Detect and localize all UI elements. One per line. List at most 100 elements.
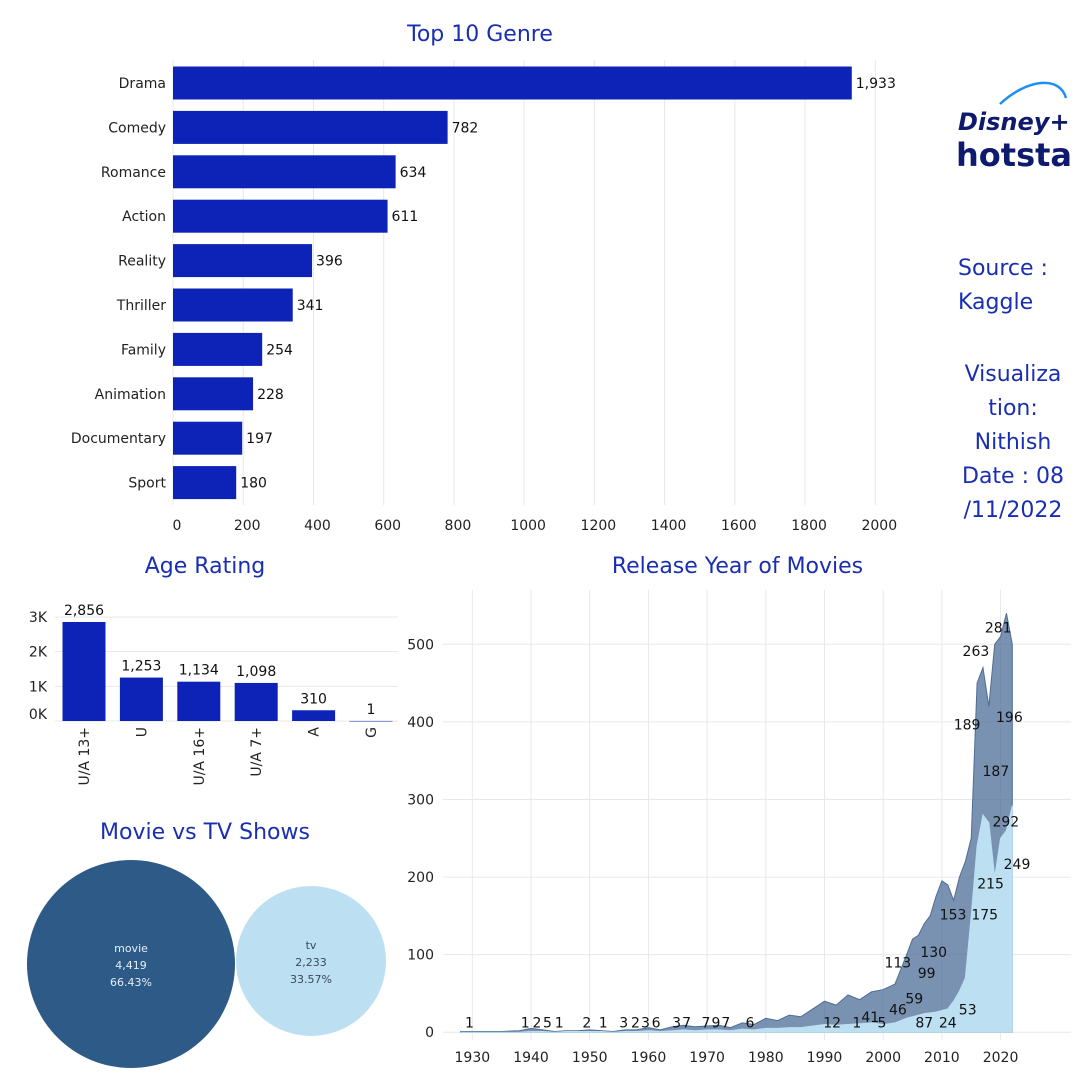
age-chart-title: Age Rating bbox=[144, 554, 266, 579]
bubble-name: tv bbox=[306, 939, 317, 952]
bar bbox=[234, 682, 278, 721]
value-label: 180 bbox=[240, 476, 267, 492]
bar bbox=[177, 681, 221, 721]
value-label: 1,253 bbox=[121, 659, 161, 675]
category-label: A bbox=[307, 727, 323, 737]
value-label: 7 bbox=[701, 1015, 710, 1031]
x-tick-label: 1800 bbox=[791, 518, 827, 534]
value-label: 1,098 bbox=[236, 664, 276, 680]
age-rating-chart: 0K 1K 2K 3K 2,856 U/A 13+ 1,253 U 1,134 U/A 16+ 1,… bbox=[29, 603, 398, 786]
category-label: Family bbox=[121, 342, 166, 358]
bubble-percent: 33.57% bbox=[290, 973, 332, 986]
x-tick-label: 0 bbox=[173, 518, 182, 534]
value-label: 5 bbox=[543, 1015, 552, 1031]
value-label: 5 bbox=[878, 1015, 887, 1031]
value-label: 87 bbox=[915, 1015, 933, 1031]
bar bbox=[173, 377, 254, 411]
value-label: 3 bbox=[672, 1015, 681, 1031]
value-label: 254 bbox=[266, 342, 293, 358]
bar bbox=[173, 466, 237, 500]
x-tick-label: 1960 bbox=[631, 1050, 667, 1066]
value-label: 6 bbox=[745, 1015, 754, 1031]
x-tick-label: 1970 bbox=[689, 1050, 725, 1066]
bar bbox=[173, 199, 388, 233]
bubble-count: 2,233 bbox=[295, 956, 327, 969]
x-tick-label: 1990 bbox=[807, 1050, 843, 1066]
credit-line: Nithish bbox=[974, 430, 1052, 455]
category-label: U/A 7+ bbox=[249, 727, 265, 777]
value-label: 2,856 bbox=[64, 603, 104, 619]
x-tick-label: 600 bbox=[374, 518, 401, 534]
svg-text:Disney+: Disney+ bbox=[958, 108, 1070, 136]
value-label: 249 bbox=[1004, 857, 1031, 873]
x-tick-label: 200 bbox=[234, 518, 261, 534]
category-label: G bbox=[364, 727, 380, 738]
value-label: 53 bbox=[959, 1002, 977, 1018]
x-tick-label: 2020 bbox=[983, 1050, 1019, 1066]
value-label: 99 bbox=[918, 966, 936, 982]
value-label: 1 bbox=[555, 1015, 564, 1031]
value-label: 2 bbox=[532, 1015, 541, 1031]
value-label: 9 bbox=[711, 1015, 720, 1031]
x-tick-label: 1950 bbox=[572, 1050, 608, 1066]
value-label: 1 bbox=[465, 1015, 474, 1031]
bar bbox=[119, 677, 163, 721]
category-label: Thriller bbox=[116, 298, 166, 314]
category-label: Action bbox=[122, 209, 166, 225]
bubble-movie bbox=[27, 860, 235, 1068]
value-label: 634 bbox=[400, 165, 427, 181]
value-label: 281 bbox=[985, 621, 1012, 637]
disney-hotstar-logo: Disney+ hotstar bbox=[948, 80, 1079, 180]
x-tick-label: 1600 bbox=[721, 518, 757, 534]
y-tick-label: 100 bbox=[407, 948, 434, 964]
bar bbox=[173, 288, 293, 322]
value-label: 189 bbox=[954, 718, 981, 734]
category-label: Romance bbox=[101, 165, 166, 181]
release-year-chart: 1930 1940 1950 1960 1970 1980 1990 2000 2010 2020… bbox=[407, 590, 1071, 1066]
value-label: 292 bbox=[992, 815, 1019, 831]
bar bbox=[349, 720, 393, 722]
y-tick-label: 300 bbox=[407, 792, 434, 808]
value-label: 175 bbox=[971, 908, 998, 924]
x-tick-label: 1930 bbox=[455, 1050, 491, 1066]
y-tick-label: 400 bbox=[407, 715, 434, 731]
value-label: 46 bbox=[889, 1002, 907, 1018]
value-label: 113 bbox=[884, 956, 911, 972]
value-label: 12 bbox=[823, 1015, 841, 1031]
x-tick-label: 2000 bbox=[865, 1050, 901, 1066]
bar bbox=[173, 66, 852, 100]
value-label: 3 bbox=[641, 1015, 650, 1031]
value-label: 1,134 bbox=[179, 663, 219, 679]
value-label: 1,933 bbox=[856, 76, 896, 92]
source-label: Source : Kaggle bbox=[958, 256, 1048, 315]
value-label: 153 bbox=[940, 908, 967, 924]
value-label: 2 bbox=[582, 1015, 591, 1031]
y-tick-label: 2K bbox=[29, 645, 48, 661]
x-tick-label: 1400 bbox=[651, 518, 687, 534]
genre-bar-chart: 0 200 400 600 800 1000 1200 1400 1600 1800 2000 Dra… bbox=[71, 60, 897, 534]
y-tick-label: 3K bbox=[29, 610, 48, 626]
bubble-count: 4,419 bbox=[115, 959, 147, 972]
visualization-credit: Visualiza tion: Nithish Date : 08/11/2022 bbox=[952, 358, 1074, 528]
value-label: 310 bbox=[300, 691, 327, 707]
value-label: 7 bbox=[721, 1015, 730, 1031]
value-label: 7 bbox=[682, 1015, 691, 1031]
y-tick-label: 500 bbox=[407, 637, 434, 653]
value-label: 187 bbox=[983, 764, 1010, 780]
value-label: 396 bbox=[316, 254, 343, 270]
category-label: Comedy bbox=[108, 120, 166, 136]
value-label: 1 bbox=[367, 702, 376, 718]
genre-chart-title: Top 10 Genre bbox=[407, 22, 553, 47]
value-label: 341 bbox=[297, 298, 324, 314]
value-label: 263 bbox=[963, 644, 990, 660]
y-tick-label: 0K bbox=[29, 707, 48, 723]
value-label: 228 bbox=[257, 387, 284, 403]
y-tick-label: 0 bbox=[425, 1025, 434, 1041]
value-label: 2 bbox=[631, 1015, 640, 1031]
x-tick-label: 1980 bbox=[748, 1050, 784, 1066]
series-area bbox=[460, 805, 1013, 1033]
category-label: Sport bbox=[128, 476, 166, 492]
value-label: 1 bbox=[599, 1015, 608, 1031]
y-tick-label: 200 bbox=[407, 870, 434, 886]
x-tick-label: 1940 bbox=[513, 1050, 549, 1066]
